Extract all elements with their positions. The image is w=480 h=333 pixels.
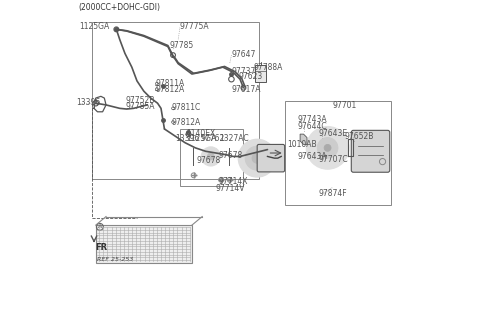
FancyBboxPatch shape: [96, 225, 192, 263]
Text: A: A: [98, 224, 102, 229]
Text: 1125GA: 1125GA: [79, 22, 109, 31]
Circle shape: [238, 139, 276, 177]
Circle shape: [306, 127, 349, 169]
Circle shape: [317, 138, 338, 158]
Text: 1010AB: 1010AB: [288, 140, 317, 149]
Circle shape: [201, 147, 220, 166]
Circle shape: [252, 153, 263, 163]
Text: 97812A: 97812A: [156, 85, 185, 94]
Text: 97678: 97678: [196, 157, 220, 166]
Polygon shape: [300, 134, 307, 145]
Text: 97707C: 97707C: [318, 155, 348, 164]
Text: 97775A: 97775A: [180, 22, 209, 31]
Text: 97812A: 97812A: [172, 118, 201, 127]
Text: 97811A: 97811A: [156, 79, 185, 88]
Text: FR: FR: [95, 243, 107, 252]
Text: (2000CC+DOHC-GDI): (2000CC+DOHC-GDI): [79, 3, 161, 12]
Text: 97652B: 97652B: [345, 132, 374, 141]
Text: 97644C: 97644C: [298, 122, 327, 131]
Text: 97743A: 97743A: [298, 115, 327, 124]
Text: 97737: 97737: [231, 67, 256, 76]
Text: 97643A: 97643A: [298, 152, 327, 161]
Circle shape: [207, 153, 214, 160]
Circle shape: [324, 145, 331, 151]
FancyBboxPatch shape: [351, 130, 390, 172]
Text: 97623: 97623: [239, 72, 263, 81]
Text: 97714X: 97714X: [219, 177, 248, 186]
Text: 1327AC: 1327AC: [219, 134, 248, 143]
Text: 13396: 13396: [76, 98, 100, 107]
Text: 97874F: 97874F: [318, 189, 347, 198]
Text: 13396: 13396: [175, 134, 199, 143]
FancyBboxPatch shape: [257, 145, 285, 172]
Text: 1125GA: 1125GA: [186, 134, 216, 143]
Text: 97811C: 97811C: [172, 103, 201, 112]
Text: 97762: 97762: [201, 134, 225, 143]
Text: 97643E: 97643E: [318, 129, 348, 138]
Text: 97678: 97678: [219, 151, 243, 160]
Circle shape: [245, 146, 269, 170]
Text: REF 25-253: REF 25-253: [97, 257, 134, 262]
Text: 97647: 97647: [231, 50, 256, 59]
Text: 1140EX: 1140EX: [186, 129, 215, 138]
Text: 97701: 97701: [332, 101, 356, 110]
Text: 97617A: 97617A: [231, 85, 261, 94]
Text: 97788A: 97788A: [254, 63, 283, 72]
Text: 97785: 97785: [169, 41, 194, 50]
FancyBboxPatch shape: [255, 65, 266, 82]
Text: 97714V: 97714V: [215, 183, 245, 192]
Text: 97752B: 97752B: [126, 96, 156, 105]
Text: 97785A: 97785A: [126, 102, 156, 111]
